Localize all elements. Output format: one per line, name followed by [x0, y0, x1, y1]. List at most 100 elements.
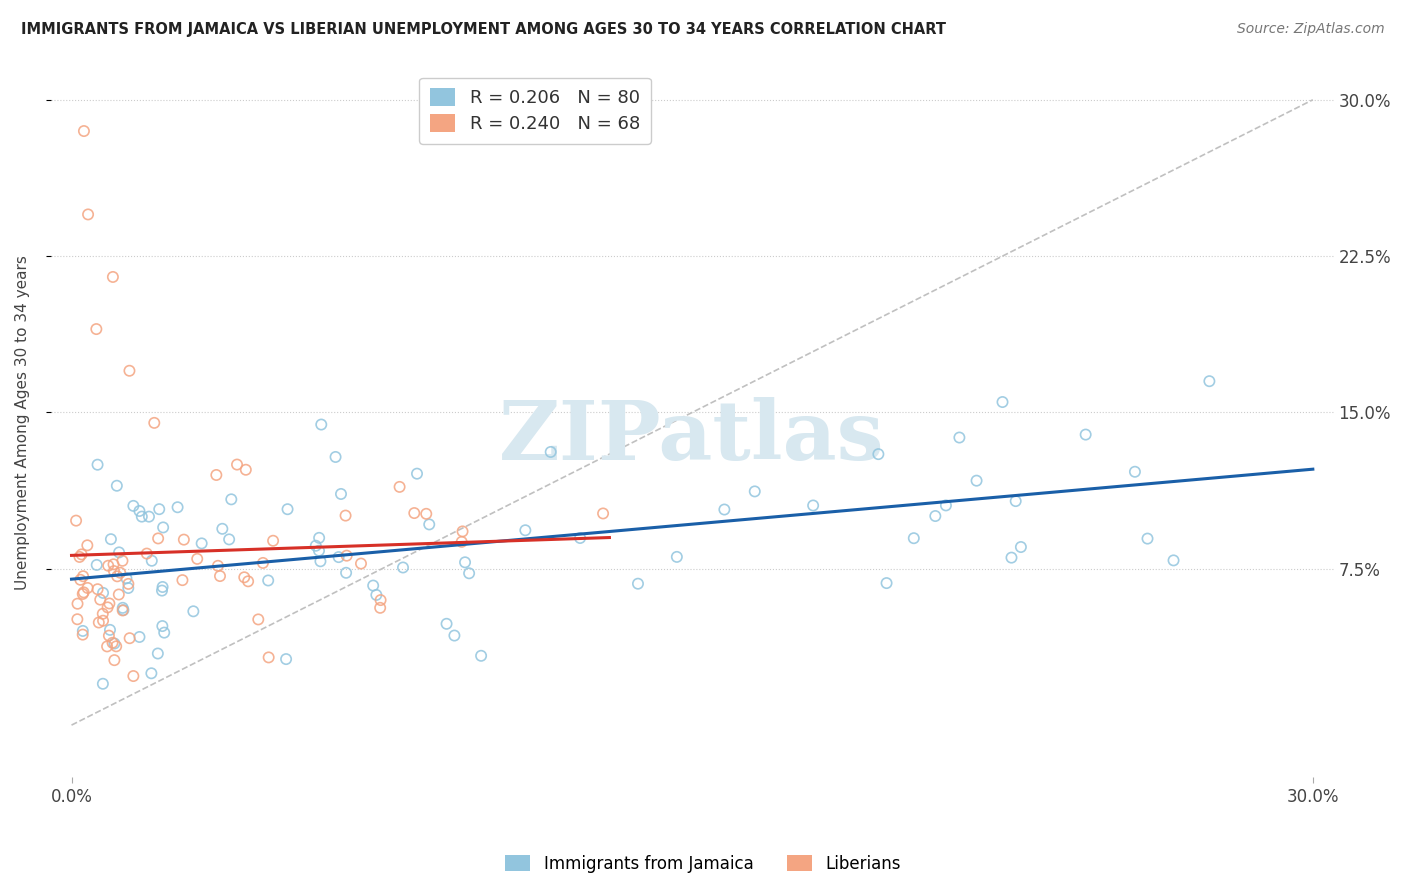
Point: [101, 269, 124, 284]
Point: [91, 586, 114, 600]
Point: [122, 499, 145, 513]
Point: [66, 612, 89, 626]
Point: [69, 549, 91, 564]
Point: [406, 467, 429, 481]
Point: [443, 628, 465, 642]
Point: [97, 629, 120, 643]
Point: [415, 507, 437, 521]
Point: [262, 533, 284, 548]
Point: [117, 577, 139, 591]
Point: [569, 531, 592, 545]
Point: [86, 322, 108, 336]
Point: [89, 592, 111, 607]
Point: [86, 582, 108, 597]
Point: [257, 574, 280, 588]
Point: [1000, 550, 1022, 565]
Point: [235, 463, 257, 477]
Y-axis label: Unemployment Among Ages 30 to 34 years: Unemployment Among Ages 30 to 34 years: [15, 255, 30, 591]
Point: [118, 631, 141, 645]
Point: [100, 532, 122, 546]
Point: [305, 539, 328, 553]
Point: [948, 431, 970, 445]
Point: [325, 450, 347, 464]
Point: [138, 509, 160, 524]
Point: [128, 630, 150, 644]
Point: [96, 640, 118, 654]
Point: [73, 124, 96, 138]
Point: [665, 549, 688, 564]
Point: [190, 536, 212, 550]
Point: [404, 506, 426, 520]
Point: [966, 474, 988, 488]
Point: [418, 517, 440, 532]
Point: [66, 597, 89, 611]
Point: [991, 395, 1014, 409]
Point: [1123, 465, 1146, 479]
Point: [122, 669, 145, 683]
Point: [72, 569, 94, 583]
Point: [150, 583, 173, 598]
Point: [328, 550, 350, 565]
Text: IMMIGRANTS FROM JAMAICA VS LIBERIAN UNEMPLOYMENT AMONG AGES 30 TO 34 YEARS CORRE: IMMIGRANTS FROM JAMAICA VS LIBERIAN UNEM…: [21, 22, 946, 37]
Point: [274, 652, 297, 666]
Point: [117, 581, 139, 595]
Point: [627, 576, 650, 591]
Point: [458, 566, 481, 581]
Point: [713, 502, 735, 516]
Point: [935, 499, 957, 513]
Point: [1163, 553, 1185, 567]
Point: [436, 616, 458, 631]
Point: [470, 648, 492, 663]
Point: [335, 566, 357, 580]
Point: [1004, 494, 1026, 508]
Point: [76, 581, 98, 595]
Point: [98, 597, 121, 611]
Point: [72, 624, 94, 638]
Point: [450, 534, 472, 549]
Point: [141, 666, 163, 681]
Point: [103, 653, 125, 667]
Point: [361, 578, 384, 592]
Point: [368, 600, 391, 615]
Point: [111, 603, 134, 617]
Point: [101, 636, 124, 650]
Point: [186, 552, 208, 566]
Point: [150, 619, 173, 633]
Point: [87, 615, 110, 630]
Point: [903, 531, 925, 545]
Point: [744, 484, 766, 499]
Point: [128, 504, 150, 518]
Point: [72, 627, 94, 641]
Point: [1010, 540, 1032, 554]
Point: [152, 520, 174, 534]
Point: [111, 554, 134, 568]
Point: [111, 600, 134, 615]
Legend: Immigrants from Jamaica, Liberians: Immigrants from Jamaica, Liberians: [499, 848, 907, 880]
Point: [108, 545, 131, 559]
Point: [97, 558, 120, 573]
Point: [211, 522, 233, 536]
Point: [146, 647, 169, 661]
Point: [247, 612, 270, 626]
Point: [86, 558, 108, 572]
Point: [65, 514, 87, 528]
Point: [309, 554, 332, 568]
Point: [226, 458, 249, 472]
Point: [146, 532, 169, 546]
Point: [143, 416, 166, 430]
Point: [76, 538, 98, 552]
Point: [1198, 374, 1220, 388]
Point: [105, 479, 128, 493]
Point: [103, 558, 125, 572]
Point: [388, 480, 411, 494]
Point: [107, 587, 129, 601]
Point: [515, 523, 537, 537]
Point: [172, 573, 194, 587]
Point: [392, 560, 415, 574]
Point: [868, 447, 890, 461]
Point: [924, 509, 946, 524]
Text: ZIPatlas: ZIPatlas: [499, 397, 884, 477]
Point: [183, 604, 205, 618]
Point: [91, 677, 114, 691]
Point: [309, 417, 332, 432]
